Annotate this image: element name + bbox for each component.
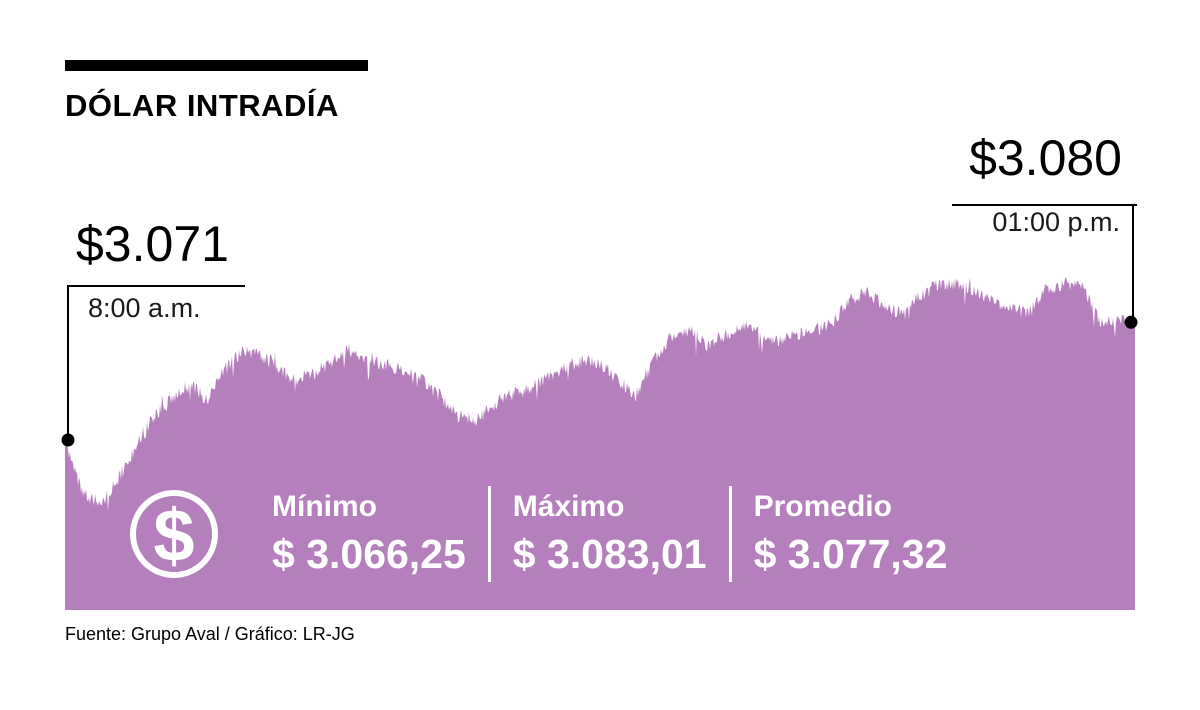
end-price: $3.080 xyxy=(969,130,1122,186)
annotation-start: $3.071 8:00 a.m. xyxy=(66,218,229,324)
stats-row: $ Mínimo $ 3.066,25 Máximo $ 3.083,01 Pr… xyxy=(128,486,947,582)
stat-min-value: $ 3.066,25 xyxy=(272,531,466,577)
stat-min-label: Mínimo xyxy=(272,490,377,523)
start-time: 8:00 a.m. xyxy=(88,292,201,323)
stat-avg-value: $ 3.077,32 xyxy=(753,531,948,577)
dollar-icon: $ xyxy=(130,490,218,578)
end-dot xyxy=(1124,315,1138,329)
stat-max-label: Máximo xyxy=(512,490,625,523)
page-title: DÓLAR INTRADÍA xyxy=(65,88,339,123)
svg-text:$: $ xyxy=(153,494,194,577)
end-time: 01:00 p.m. xyxy=(992,206,1120,237)
stat-separator xyxy=(487,486,491,582)
stat-max-value: $ 3.083,01 xyxy=(512,531,707,577)
stat-avg-label: Promedio xyxy=(753,490,892,523)
stat-max: Máximo $ 3.083,01 xyxy=(513,490,707,578)
price-area xyxy=(65,277,1135,610)
stat-separator xyxy=(728,486,732,582)
start-dot xyxy=(61,433,75,447)
stat-avg: Promedio $ 3.077,32 xyxy=(754,490,948,578)
start-price: $3.071 xyxy=(76,216,229,272)
annotation-end: $3.080 01:00 p.m. xyxy=(969,132,1122,238)
title-rule xyxy=(65,60,368,71)
source-credit: Fuente: Grupo Aval / Gráfico: LR-JG xyxy=(65,624,355,644)
stat-min: Mínimo $ 3.066,25 xyxy=(272,490,466,578)
